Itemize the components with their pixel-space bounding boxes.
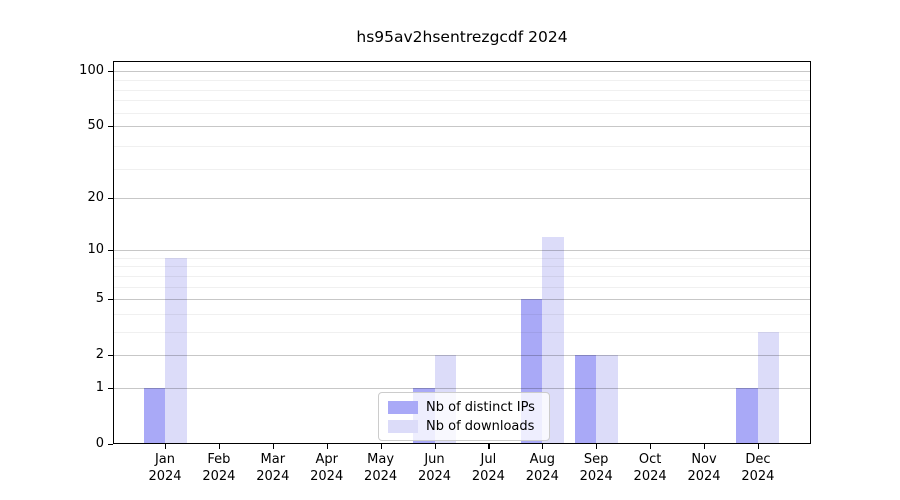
x-tick-label: Jan 2024: [148, 452, 182, 484]
gridline-minor: [114, 89, 810, 91]
x-tick-label: Sep 2024: [579, 452, 613, 484]
x-tick-label: Jul 2024: [471, 452, 505, 484]
x-tick-mark: [488, 444, 490, 449]
gridline-minor: [114, 275, 810, 277]
gridline-minor: [114, 80, 810, 82]
gridline-minor: [114, 100, 810, 102]
y-tick-label: 2: [95, 347, 104, 363]
bar-downloads-aug: [542, 236, 564, 443]
y-tick-mark: [108, 197, 113, 199]
y-tick-label: 10: [87, 242, 104, 258]
x-tick-label: Oct 2024: [633, 452, 667, 484]
gridline-major: [114, 70, 810, 72]
legend: Nb of distinct IPs Nb of downloads: [378, 392, 550, 441]
legend-label-distinct-ips: Nb of distinct IPs: [426, 400, 535, 415]
bar-distinct-ips-sep: [574, 355, 597, 443]
x-tick-mark: [542, 444, 544, 449]
gridline-major: [114, 250, 810, 252]
legend-swatch-distinct-ips: [388, 401, 418, 414]
x-tick-mark: [380, 444, 382, 449]
gridline-major: [114, 126, 810, 128]
bar-distinct-ips-dec: [736, 387, 758, 443]
x-tick-mark: [218, 444, 221, 449]
bar-distinct-ips-jan: [143, 387, 165, 443]
y-tick-mark: [108, 70, 113, 72]
legend-swatch-downloads: [388, 420, 418, 433]
y-tick-label: 0: [95, 436, 104, 451]
bar-downloads-jan: [165, 257, 187, 443]
gridline-minor: [114, 286, 810, 288]
gridline-minor: [114, 331, 810, 333]
gridline-minor: [114, 313, 810, 315]
chart-title: hs95av2hsentrezgcdf 2024: [356, 28, 568, 46]
gridline-minor: [114, 145, 810, 147]
gridline-minor: [114, 112, 810, 114]
x-tick-label: Feb 2024: [202, 452, 236, 484]
x-tick-mark: [272, 444, 274, 449]
x-tick-label: Nov 2024: [687, 452, 721, 484]
x-tick-mark: [165, 444, 167, 449]
legend-label-downloads: Nb of downloads: [426, 419, 535, 434]
y-tick-label: 20: [87, 189, 104, 205]
y-tick-label: 1: [95, 379, 104, 395]
y-tick-mark: [108, 250, 113, 252]
x-tick-mark: [596, 444, 598, 449]
x-tick-label: Dec 2024: [741, 452, 775, 484]
plot-area: [113, 61, 811, 444]
x-tick-mark: [434, 444, 436, 449]
gridline-minor: [114, 168, 810, 170]
x-tick-mark: [326, 444, 328, 449]
x-tick-mark: [704, 444, 706, 449]
x-tick-label: Jun 2024: [417, 452, 452, 484]
gridline-major: [114, 387, 810, 389]
legend-item-distinct-ips: Nb of distinct IPs: [388, 400, 541, 415]
legend-item-downloads: Nb of downloads: [388, 419, 541, 434]
x-tick-label: Mar 2024: [256, 452, 290, 484]
gridline-major: [114, 355, 810, 357]
gridline-minor: [114, 257, 810, 259]
y-tick-label: 50: [87, 118, 104, 134]
x-tick-label: Apr 2024: [310, 452, 344, 484]
y-tick-mark: [108, 355, 113, 357]
x-tick-label: May 2024: [364, 452, 398, 484]
y-tick-mark: [108, 444, 113, 446]
bar-downloads-dec: [757, 331, 780, 443]
y-tick-mark: [108, 126, 113, 128]
gridline-minor: [114, 266, 810, 268]
y-tick-mark: [108, 299, 113, 301]
y-tick-label: 5: [95, 291, 104, 307]
x-tick-mark: [650, 444, 652, 449]
gridline-major: [114, 299, 810, 301]
y-tick-label: 100: [79, 62, 104, 78]
x-tick-mark: [757, 444, 760, 449]
gridline-major: [114, 197, 810, 199]
x-tick-label: Aug 2024: [525, 452, 559, 484]
bar-downloads-sep: [596, 355, 618, 443]
y-tick-mark: [108, 387, 113, 390]
